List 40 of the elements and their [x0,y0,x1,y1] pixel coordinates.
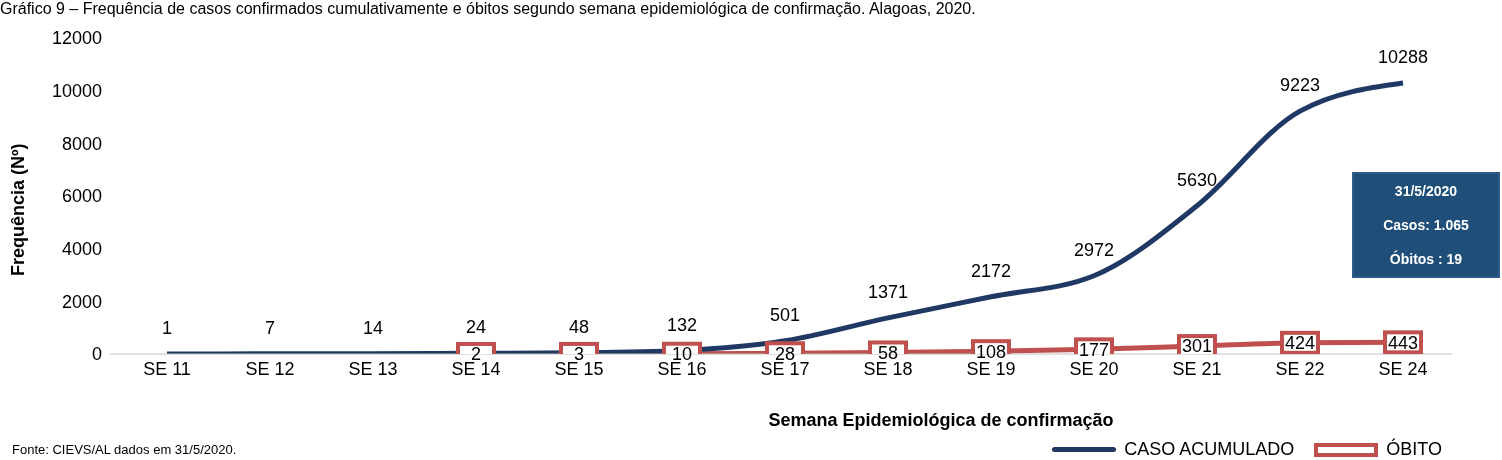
y-tick-label: 2000 [61,291,102,312]
x-tick-label: SE 11 [143,358,191,379]
callout-box: 31/5/2020 Casos: 1.065 Óbitos : 19 [1352,172,1500,278]
chart-title: Gráfico 9 – Frequência de casos confirmados cumulativamente e óbitos segundo semana epidemiológica de confirmação. Alagoas, 2020. [0,0,977,18]
data-label: 301 [1181,336,1213,357]
data-label: 108 [975,341,1007,362]
x-tick-label: SE 24 [1378,358,1428,379]
annotation: 31/5/2020 [1394,183,1458,199]
legend-label: CASO ACUMULADO [1124,439,1295,460]
y-axis-title: Frequência (Nº) [8,143,29,276]
data-label: 5630 [1176,169,1218,190]
data-label: 9223 [1279,75,1321,96]
data-label: 24 [465,317,487,338]
y-tick-label: 6000 [61,186,102,207]
y-tick-label: 12000 [51,28,102,49]
data-label: 7 [264,317,276,338]
data-label: 10288 [1377,47,1429,68]
annotation: Óbitos : 19 [1389,251,1463,267]
y-tick-label: 0 [91,344,102,365]
data-label: 2172 [970,260,1012,281]
y-tick-label: 4000 [61,239,102,260]
x-axis-title: Semana Epidemiológica de confirmação [767,410,1115,431]
data-label: 14 [362,317,384,338]
data-label: 2972 [1073,239,1115,260]
data-label: 501 [769,304,801,325]
y-tick-label: 10000 [51,81,102,102]
data-label: 177 [1078,339,1110,360]
x-tick-label: SE 22 [1275,358,1325,379]
legend-label: ÓBITO [1386,439,1442,460]
y-tick-label: 8000 [61,133,102,154]
data-label: 1371 [867,281,909,302]
x-tick-label: SE 20 [1069,358,1119,379]
data-label: 48 [568,316,590,337]
annotation: Casos: 1.065 [1383,217,1469,233]
source-note: Fonte: CIEVS/AL dados em 31/5/2020. [12,442,237,457]
x-tick-label: SE 12 [245,358,295,379]
data-label: 132 [666,314,698,335]
data-label: 1 [161,317,173,338]
x-tick-label: SE 21 [1172,358,1222,379]
x-tick-label: SE 13 [348,358,398,379]
